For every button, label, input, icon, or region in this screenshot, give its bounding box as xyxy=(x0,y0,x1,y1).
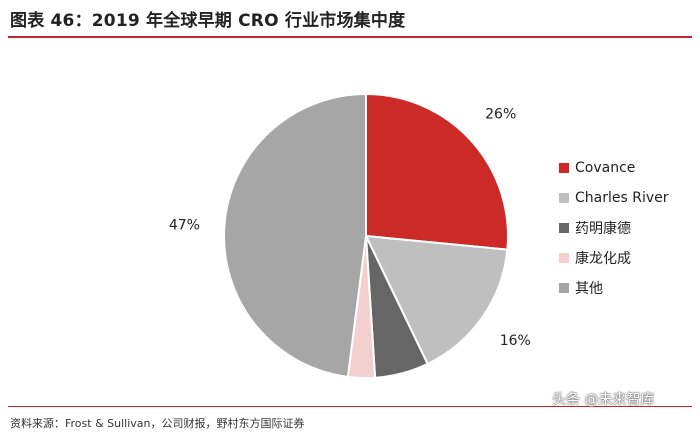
legend-item-2: 药明康德 xyxy=(559,213,699,243)
pie-slice-0 xyxy=(365,92,509,251)
slice-value-label-2: 6% xyxy=(401,405,423,406)
legend-swatch-4 xyxy=(559,283,569,293)
legend-item-3: 康龙化成 xyxy=(559,243,699,273)
legend-item-0: Covance xyxy=(559,153,699,183)
slice-value-label-1: 16% xyxy=(500,333,531,349)
legend-label-0: Covance xyxy=(575,160,636,176)
legend-swatch-3 xyxy=(559,253,569,263)
watermark: 头条 @未来智库 xyxy=(552,392,655,408)
slice-value-label-0: 26% xyxy=(485,107,516,123)
pie-slice-4 xyxy=(223,92,367,378)
legend-label-2: 药明康德 xyxy=(575,221,631,237)
legend-label-3: 康龙化成 xyxy=(575,251,631,267)
page-title: 图表 46：2019 年全球早期 CRO 行业市场集中度 xyxy=(10,11,406,31)
slice-value-label-4: 47% xyxy=(169,217,200,233)
pie-chart: 26%16%6%3%47% xyxy=(169,92,531,406)
legend-swatch-1 xyxy=(559,193,569,203)
legend-item-4: 其他 xyxy=(559,273,699,303)
legend-label-1: Charles River xyxy=(575,190,669,206)
title-divider xyxy=(8,36,692,38)
source-note: 资料来源：Frost & Sullivan，公司财报，野村东方国际证券 xyxy=(10,417,305,430)
legend-item-1: Charles River xyxy=(559,183,699,213)
footer-divider xyxy=(8,406,692,407)
pie-slice-1 xyxy=(364,234,509,366)
legend-swatch-0 xyxy=(559,163,569,173)
legend-label-4: 其他 xyxy=(575,281,603,297)
chart-legend: Covance Charles River 药明康德康龙化成其他 xyxy=(559,153,699,303)
legend-swatch-2 xyxy=(559,223,569,233)
